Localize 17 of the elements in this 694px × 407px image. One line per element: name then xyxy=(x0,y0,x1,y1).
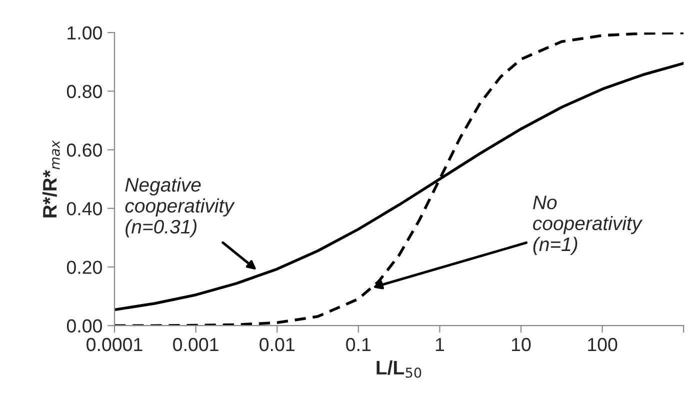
y-tick-label: 0.20 xyxy=(66,260,102,274)
y-axis-title: R*/R*$_{max}$ xyxy=(42,140,60,218)
x-tick-label: 0.0001 xyxy=(86,338,142,352)
y-tick-label: 0.60 xyxy=(66,143,102,157)
x-axis-title: L/L$_{50}$ xyxy=(376,360,422,378)
annotation: Negative cooperativity (n=0.31) xyxy=(125,177,235,238)
annotation: No cooperativity (n=1) xyxy=(533,196,643,256)
x-tick-label: 0.1 xyxy=(346,338,371,352)
x-tick-label: 100 xyxy=(588,338,618,352)
y-tick-label: 0.80 xyxy=(66,84,102,98)
x-tick-label: 10 xyxy=(512,338,531,352)
x-tick-label: 0.01 xyxy=(260,338,294,352)
x-tick-label: 1 xyxy=(436,338,444,351)
x-tick-label: 0.001 xyxy=(173,338,218,352)
y-tick-label: 1.00 xyxy=(68,26,102,40)
y-tick-label: 0.40 xyxy=(66,202,102,216)
y-tick-label: 0.00 xyxy=(66,319,102,333)
